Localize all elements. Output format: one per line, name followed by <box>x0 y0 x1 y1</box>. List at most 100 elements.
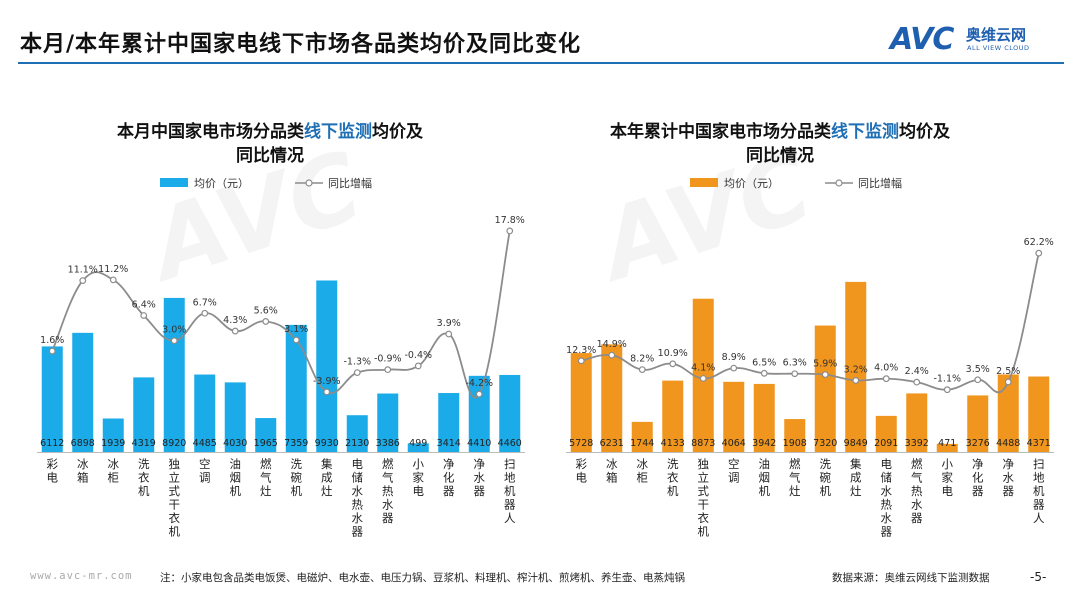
chart-1-bar-label-6: 4030 <box>223 438 247 449</box>
chart-2-bar-10 <box>875 415 897 452</box>
chart-1-category-8: 洗碗机 <box>291 457 303 498</box>
chart-1-bar-label-9: 9930 <box>315 438 339 449</box>
chart-1-yoy-point-7 <box>262 318 270 325</box>
chart-1-category-11: 燃气热水器 <box>382 457 394 525</box>
chart-2-bar-label-12: 471 <box>938 438 956 449</box>
chart-2-bar-0 <box>570 353 592 452</box>
chart-2-legend-bar-swatch <box>690 178 718 187</box>
chart-1-category-13: 净化器 <box>443 457 455 498</box>
chart-2-yoy-point-6 <box>760 369 768 377</box>
chart-1-bar-label-10: 2130 <box>345 438 369 449</box>
chart-2-yoy-point-5 <box>730 364 738 372</box>
chart-1-bar-15 <box>499 374 521 452</box>
chart-2-bar-label-6: 3942 <box>752 438 776 449</box>
chart-1-yoy-label-1: 11.1% <box>68 265 98 276</box>
chart-1-yoy-point-8 <box>292 336 300 344</box>
chart-2-yoy-label-2: 8.2% <box>630 354 654 365</box>
chart-2-legend-line-marker <box>835 179 843 187</box>
logo-en: ALL VIEW CLOUD <box>967 44 1030 52</box>
chart-1-category-0: 彩电 <box>47 457 59 485</box>
chart-2-yoy-point-7 <box>791 370 799 378</box>
chart-2-bar-label-9: 9849 <box>844 438 868 449</box>
chart-2-bar-label-0: 5728 <box>569 438 593 449</box>
chart-1-yoy-point-2 <box>109 276 117 284</box>
chart-1-bar-label-3: 4319 <box>132 438 156 449</box>
chart-1-category-10: 电储水热水器 <box>352 457 364 539</box>
chart-2-yoy-label-15: 62.2% <box>1024 237 1054 248</box>
chart-2-bar-7 <box>784 419 806 452</box>
chart-2-bar-1 <box>601 344 623 452</box>
chart-2-legend-line-label: 同比增幅 <box>858 176 902 190</box>
chart-1-category-7: 燃气灶 <box>260 457 272 498</box>
chart-2-yoy-point-15 <box>1035 249 1043 257</box>
chart-1-yoy-label-5: 6.7% <box>193 297 217 308</box>
chart-1-legend-line-marker <box>305 179 313 187</box>
chart-1-yoy-label-12: -0.4% <box>404 350 432 361</box>
chart-2-category-4: 独立式干衣机 <box>698 457 710 539</box>
chart-1-bar-label-12: 499 <box>409 438 427 449</box>
chart-1-legend-bar-label: 均价（元） <box>194 177 249 190</box>
chart-2-yoy-point-0 <box>577 357 585 365</box>
chart-2-yoy-label-12: -1.1% <box>933 374 961 385</box>
chart-2-yoy-label-4: 4.1% <box>691 362 715 373</box>
chart-1-category-5: 空调 <box>199 457 211 485</box>
chart-2-bar-label-2: 1744 <box>630 438 654 449</box>
chart-1-title: 本月中国家电市场分品类线下监测均价及 同比情况 <box>117 122 423 166</box>
chart-2-yoy-label-5: 8.9% <box>722 352 746 363</box>
chart-1-category-6: 油烟机 <box>230 457 242 498</box>
chart-2-yoy-label-0: 12.3% <box>566 345 596 356</box>
logo-text: AVC <box>890 22 954 57</box>
chart-2-bar-5 <box>723 381 745 452</box>
chart-1-bar-label-11: 3386 <box>376 438 400 449</box>
chart-2-title: 本年累计中国家电市场分品类线下监测均价及 同比情况 <box>610 122 950 166</box>
chart-2-bar-3 <box>662 380 684 452</box>
chart-2-bar-label-3: 4133 <box>661 438 685 449</box>
chart-2-yoy-point-1 <box>608 351 616 359</box>
chart-2-bar-label-8: 7320 <box>813 438 837 449</box>
chart-1-yoy-label-2: 11.2% <box>98 264 128 275</box>
chart-2-bar-13 <box>967 395 989 452</box>
chart-2-category-1: 冰箱 <box>606 457 618 485</box>
chart-1-yoy-label-3: 6.4% <box>132 299 156 310</box>
footer-note: 注：小家电包含品类电饭煲、电磁炉、电水壶、电压力锅、豆浆机、料理机、榨汁机、煎烤… <box>160 572 685 584</box>
chart-2-bar-label-4: 8873 <box>691 438 715 449</box>
chart-2-yoy-label-1: 14.9% <box>597 339 627 350</box>
chart-2-yoy-point-9 <box>852 377 860 384</box>
chart-1-yoy-label-7: 5.6% <box>254 305 278 316</box>
chart-1-yoy-label-15: 17.8% <box>495 215 525 226</box>
chart-1-yoy-point-15 <box>506 227 514 235</box>
chart-1-bar-label-15: 4460 <box>498 438 522 449</box>
chart-1-category-12: 小家电 <box>413 457 425 498</box>
chart-2-yoy-point-8 <box>821 371 829 378</box>
chart-2-bar-11 <box>906 393 928 452</box>
chart-2-bar-12 <box>936 443 958 452</box>
chart-2-bar-label-15: 4371 <box>1027 438 1051 449</box>
chart-2-yoy-point-12 <box>943 386 951 394</box>
chart-1-yoy-point-4 <box>170 337 178 345</box>
chart-2-category-6: 油烟机 <box>759 457 771 498</box>
chart-1-bar-label-13: 3414 <box>437 438 461 449</box>
footer-source: 数据来源：奥维云网线下监测数据 <box>832 572 990 584</box>
chart-2-category-7: 燃气灶 <box>789 457 801 498</box>
chart-1-bar-14 <box>468 375 490 452</box>
chart-1-bar-11 <box>377 393 399 452</box>
chart-2-yoy-label-9: 3.2% <box>844 364 868 375</box>
chart-1-yoy-label-13: 3.9% <box>437 318 461 329</box>
chart-2-bar-label-10: 2091 <box>874 438 898 449</box>
chart-1-legend-bar-swatch <box>160 178 188 187</box>
chart-2-yoy-label-3: 10.9% <box>658 348 688 359</box>
chart-1-yoy-point-0 <box>48 347 56 355</box>
chart-2-yoy-point-4 <box>699 375 707 382</box>
footer-url[interactable]: www.avc-mr.com <box>30 570 133 582</box>
chart-1-yoy-point-6 <box>231 327 239 335</box>
chart-2-yoy-label-8: 5.9% <box>813 359 837 370</box>
chart-1-yoy-point-5 <box>201 309 209 317</box>
chart-2-category-3: 洗衣机 <box>667 457 679 498</box>
chart-2-bar-2 <box>631 421 653 452</box>
chart-1-yoy-point-12 <box>414 362 422 370</box>
page-number: -5- <box>1030 570 1047 584</box>
chart-2-bar-label-5: 4064 <box>722 438 746 449</box>
chart-1-bar-label-7: 1965 <box>254 438 278 449</box>
chart-1-yoy-point-1 <box>79 277 87 285</box>
chart-1-category-2: 冰柜 <box>108 457 120 485</box>
